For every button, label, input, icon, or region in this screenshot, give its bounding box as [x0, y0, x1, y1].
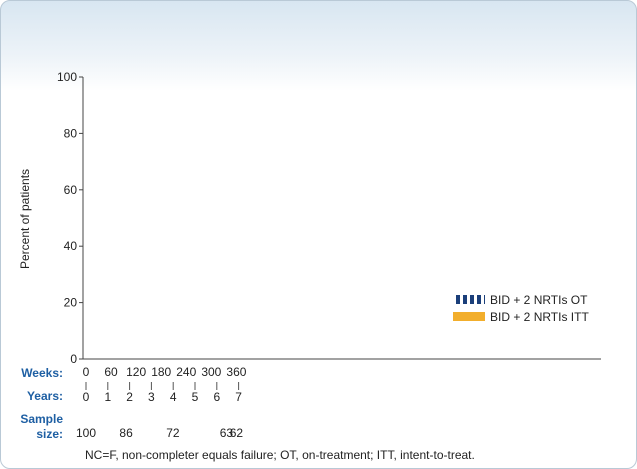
y-tick-label: 20: [64, 296, 78, 310]
y-tick-label: 40: [64, 239, 78, 253]
years-tick-label: 1: [104, 390, 111, 404]
sample-size-value: 72: [166, 426, 180, 440]
y-tick-label: 0: [70, 352, 77, 366]
weeks-tick-label: 360: [226, 365, 246, 379]
weeks-tick-group: 0 60 120 180 240 300 360: [83, 365, 247, 379]
sample-size-value: 100: [76, 426, 96, 440]
sample-size-value: 86: [119, 426, 133, 440]
weeks-tick-label: 240: [176, 365, 196, 379]
legend-label-ot: BID + 2 NRTIs OT: [490, 293, 588, 307]
years-tick-label: 6: [213, 390, 220, 404]
weeks-tick-label: 300: [201, 365, 221, 379]
years-row-label: Years:: [27, 389, 63, 403]
weeks-row-label: Weeks:: [21, 366, 63, 380]
sample-row-label-2: size:: [36, 427, 63, 441]
weeks-tick-label: 60: [104, 365, 118, 379]
footnote: NC=F, non-completer equals failure; OT, …: [85, 448, 475, 462]
y-tick-group: 0 20 40 60 80 100: [57, 70, 83, 366]
weeks-tick-label: 0: [83, 365, 90, 379]
weeks-tick-label: 180: [151, 365, 171, 379]
weeks-tick-label: 120: [126, 365, 146, 379]
legend-swatch-itt: [453, 312, 485, 321]
years-tick-label: 3: [148, 390, 155, 404]
sample-row-label-1: Sample: [20, 412, 63, 426]
years-tick-label: 5: [192, 390, 199, 404]
legend: BID + 2 NRTIs OT BID + 2 NRTIs ITT: [453, 293, 589, 324]
years-tick-label: 7: [235, 390, 242, 404]
y-axis-label: Percent of patients: [18, 169, 32, 269]
years-tick-label: 2: [126, 390, 133, 404]
y-tick-label: 60: [64, 183, 78, 197]
sample-size-value: 62: [230, 426, 244, 440]
sample-size-value: 63: [220, 426, 234, 440]
legend-label-itt: BID + 2 NRTIs ITT: [490, 310, 589, 324]
years-tick-label: 0: [83, 390, 90, 404]
legend-swatch-ot: [453, 295, 485, 304]
years-tick-label: 4: [170, 390, 177, 404]
y-tick-label: 80: [64, 126, 78, 140]
y-tick-label: 100: [57, 70, 77, 84]
